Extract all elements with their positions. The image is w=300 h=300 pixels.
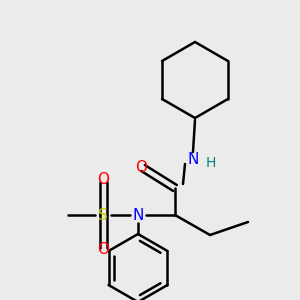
Text: H: H bbox=[206, 156, 216, 170]
Text: O: O bbox=[97, 172, 109, 188]
Text: N: N bbox=[187, 152, 199, 167]
Text: N: N bbox=[132, 208, 144, 223]
Text: S: S bbox=[98, 208, 108, 223]
Text: O: O bbox=[135, 160, 147, 175]
Text: O: O bbox=[97, 242, 109, 257]
